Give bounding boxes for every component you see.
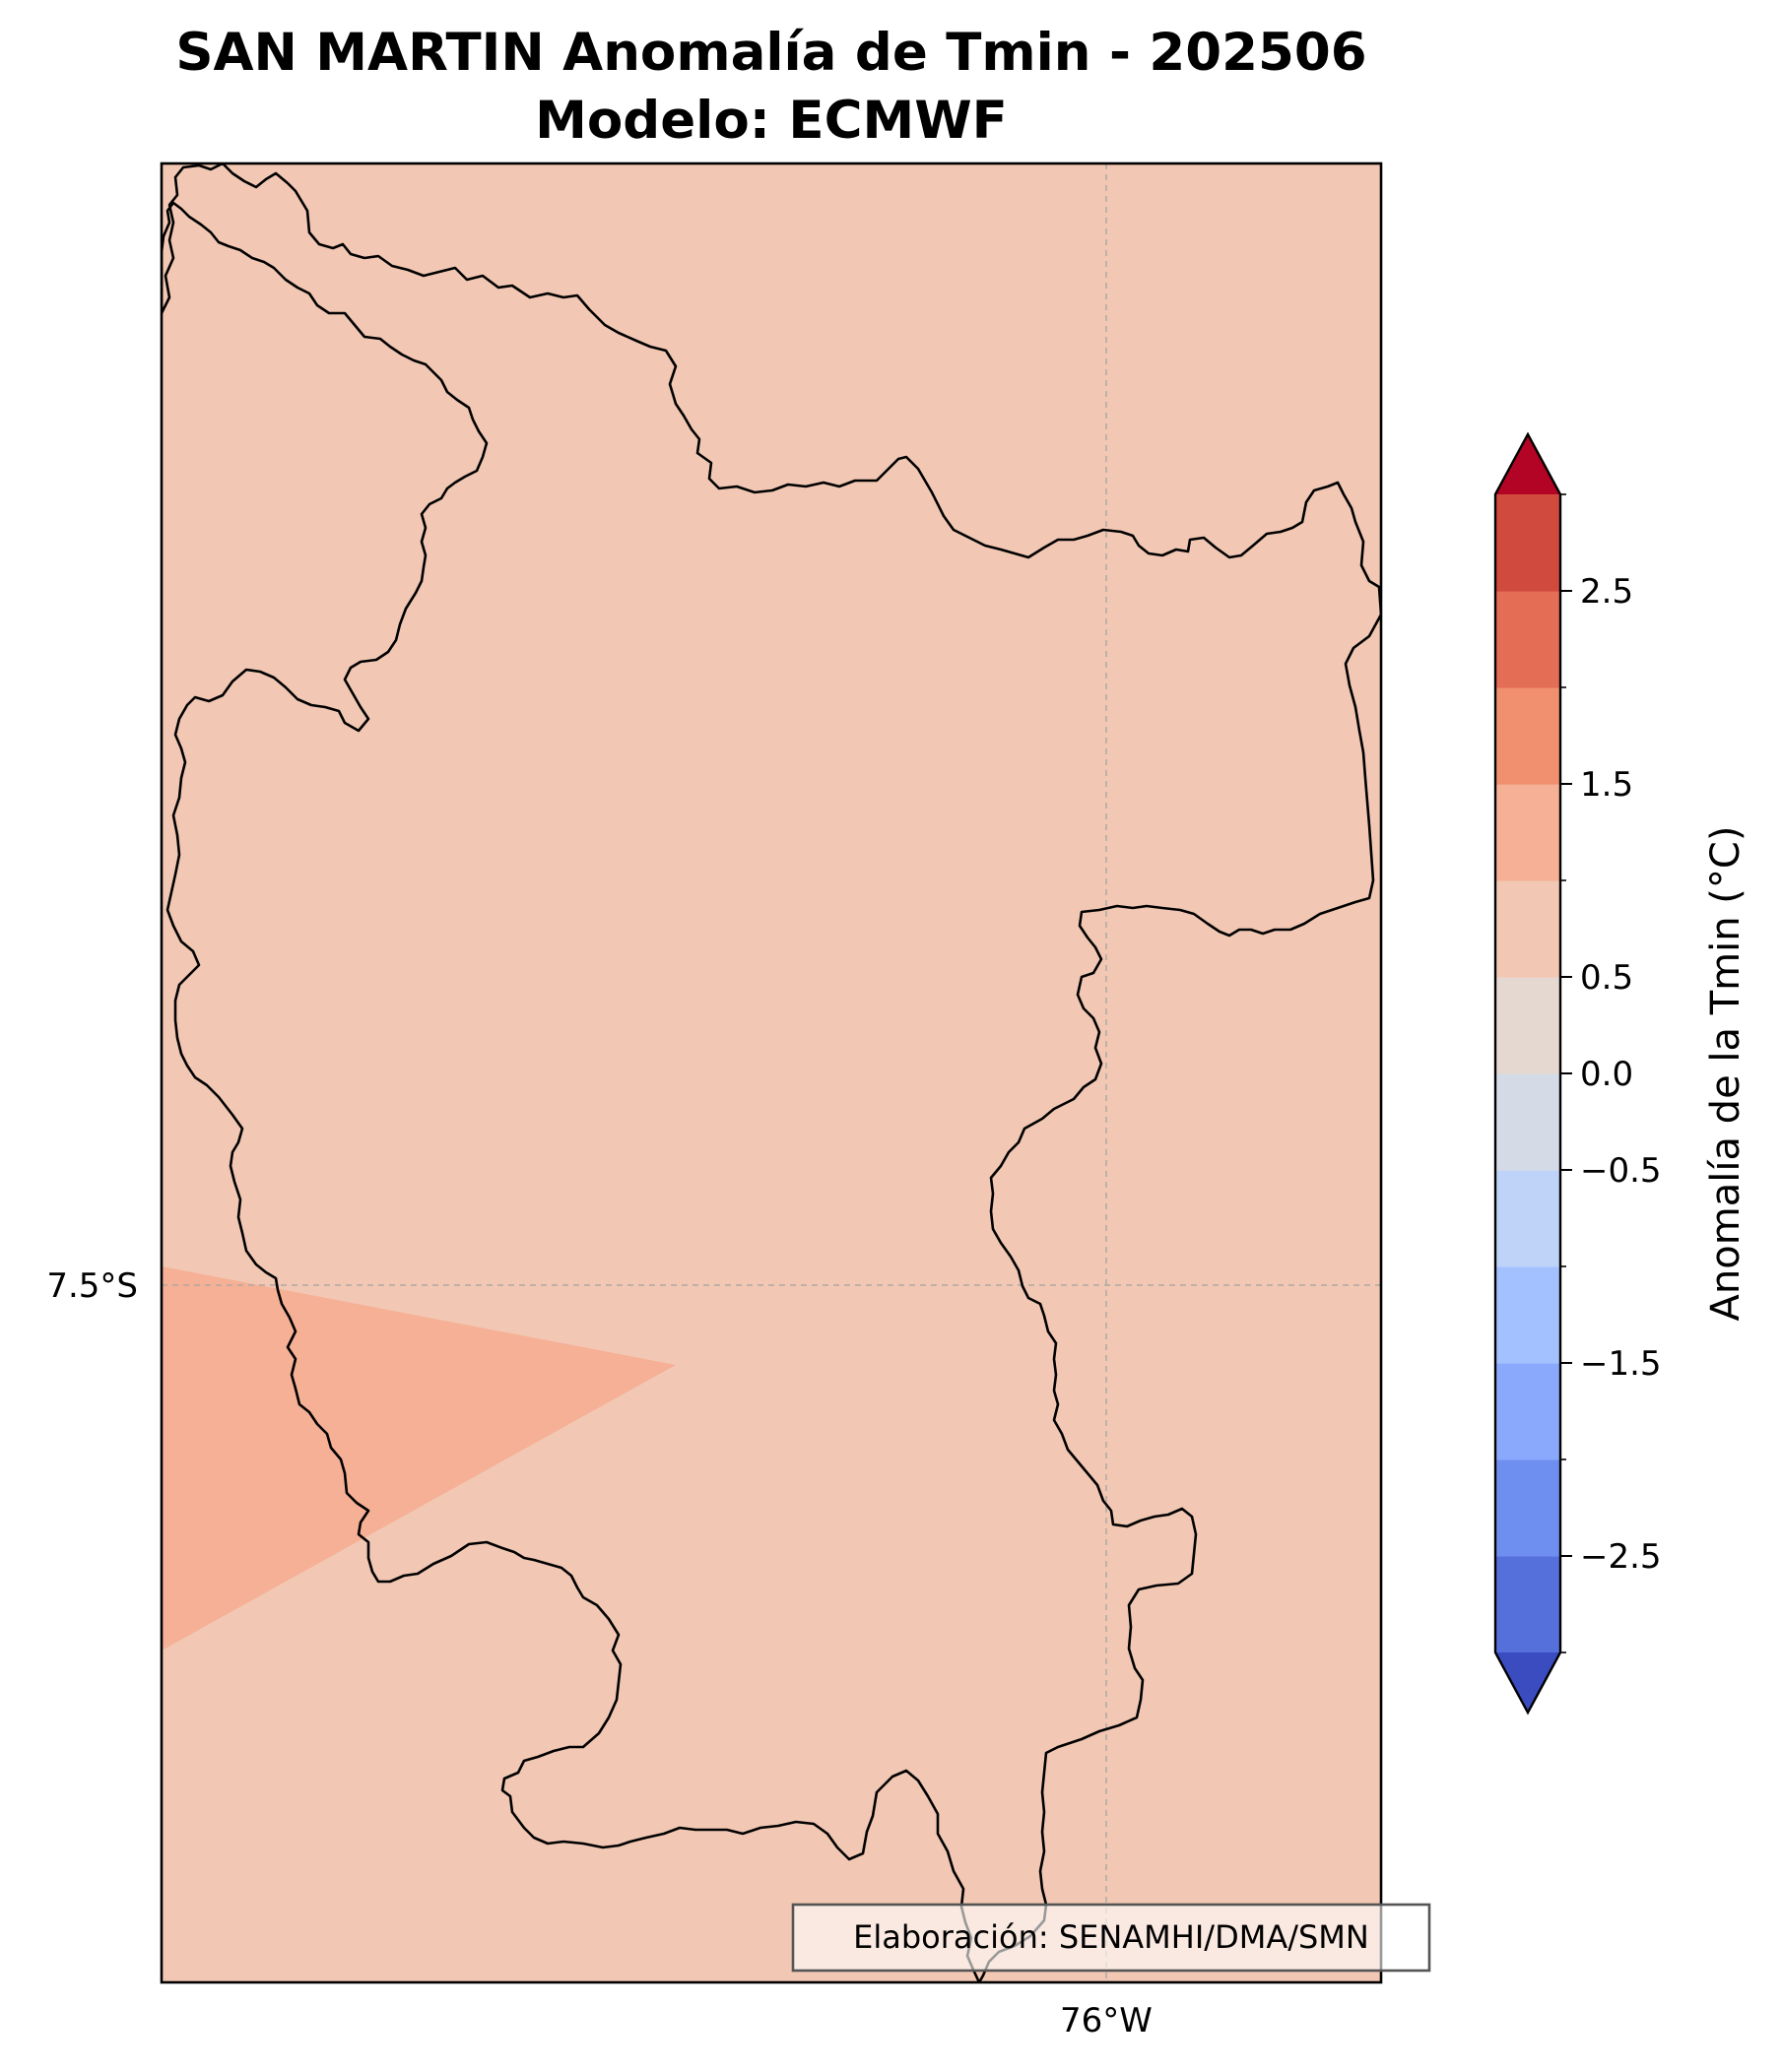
credit-box: Elaboración: SENAMHI/DMA/SMN bbox=[791, 1903, 1431, 1973]
colorbar-bin bbox=[1495, 494, 1560, 592]
colorbar-bin bbox=[1495, 1266, 1560, 1364]
colorbar-bin bbox=[1495, 687, 1560, 785]
map-title-line1: SAN MARTIN Anomalía de Tmin - 202506 bbox=[175, 23, 1366, 83]
colorbar-tick-label: −0.5 bbox=[1580, 1151, 1662, 1191]
map-panel bbox=[162, 163, 1381, 1982]
colorbar-ticks: 2.5 1.5 0.5 0.0 −0.5 −1.5 −2.5 bbox=[1560, 493, 1662, 1653]
colorbar-bin bbox=[1495, 1459, 1560, 1557]
colorbar: 2.5 1.5 0.5 0.0 −0.5 −1.5 −2.5 Anomalía de la … bbox=[1493, 431, 1748, 1716]
colorbar-bins bbox=[1495, 494, 1560, 1653]
colorbar-bin bbox=[1495, 1363, 1560, 1460]
colorbar-extend-max bbox=[1495, 434, 1560, 494]
colorbar-bin bbox=[1495, 784, 1560, 881]
colorbar-tick-label: −1.5 bbox=[1580, 1344, 1662, 1384]
lat-label-7-5s: 7.5°S bbox=[46, 1266, 138, 1306]
colorbar-tick-label: 0.0 bbox=[1580, 1055, 1633, 1094]
anomaly-warm-patch bbox=[162, 1266, 676, 1651]
colorbar-bin bbox=[1495, 591, 1560, 688]
colorbar-tick-label: 1.5 bbox=[1580, 765, 1633, 805]
credit-text: Elaboración: SENAMHI/DMA/SMN bbox=[853, 1918, 1369, 1956]
colorbar-label: Anomalía de la Tmin (°C) bbox=[1703, 826, 1748, 1322]
map-title-line2: Modelo: ECMWF bbox=[535, 91, 1008, 151]
colorbar-bin bbox=[1495, 1073, 1560, 1171]
colorbar-bin bbox=[1495, 1170, 1560, 1267]
map-frame bbox=[160, 162, 1383, 1984]
colorbar-bin bbox=[1495, 977, 1560, 1074]
anomaly-field-background bbox=[162, 163, 1381, 1982]
colorbar-tick-label: 0.5 bbox=[1580, 958, 1633, 998]
colorbar-bin bbox=[1495, 1556, 1560, 1653]
colorbar-tick-label: −2.5 bbox=[1580, 1537, 1662, 1577]
lon-label-76w: 76°W bbox=[1060, 2001, 1153, 2040]
colorbar-tick-label: 2.5 bbox=[1580, 572, 1633, 612]
department-boundary bbox=[162, 163, 1381, 1982]
colorbar-bin bbox=[1495, 880, 1560, 978]
colorbar-extend-min bbox=[1495, 1652, 1560, 1713]
